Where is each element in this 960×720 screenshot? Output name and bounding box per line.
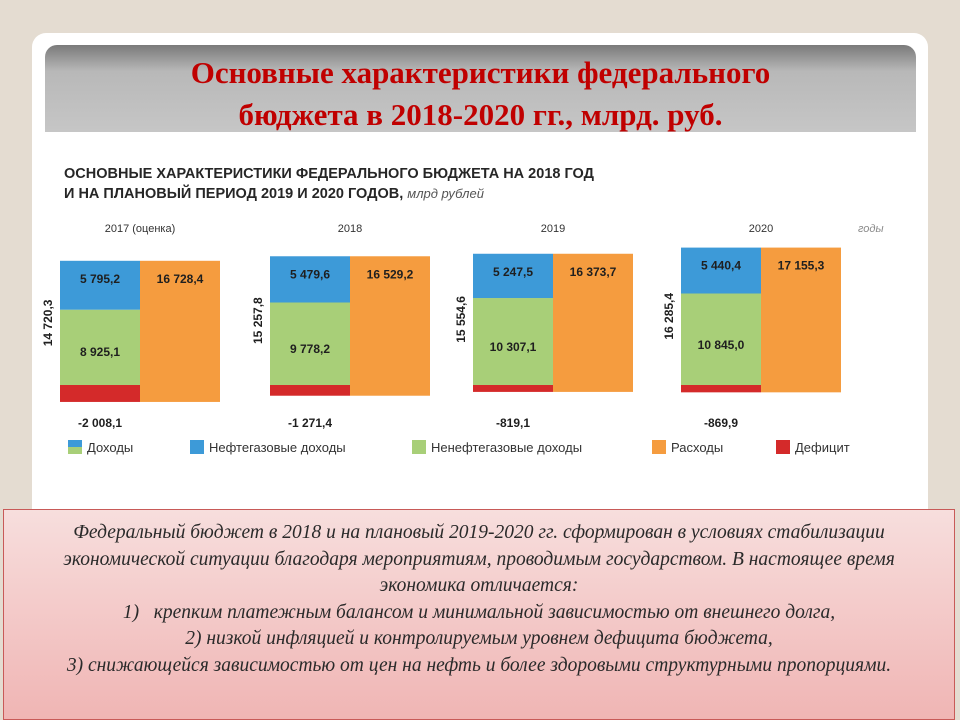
x-axis-unit-label: годы bbox=[858, 223, 884, 235]
value-label-nonoil-revenue: 9 778,2 bbox=[290, 342, 330, 356]
bar-nonoil-revenue bbox=[681, 293, 761, 385]
bar-nonoil-revenue bbox=[270, 302, 350, 385]
value-label-deficit: -2 008,1 bbox=[78, 416, 122, 430]
category-label: 2017 (оценка) bbox=[105, 223, 176, 235]
bar-oil-revenue bbox=[60, 260, 140, 310]
legend-label: Дефицит bbox=[795, 440, 850, 455]
summary-intro: Федеральный бюджет в 2018 и на плановый … bbox=[63, 522, 895, 596]
value-label-total-revenue: 15 554,6 bbox=[454, 296, 468, 343]
legend-label: Расходы bbox=[671, 440, 723, 455]
value-label-deficit: -1 271,4 bbox=[288, 416, 332, 430]
legend-label: Доходы bbox=[87, 440, 133, 455]
bar-expenditure bbox=[140, 260, 220, 402]
chart-heading-unit: млрд рублей bbox=[407, 186, 484, 201]
value-label-oil-revenue: 5 440,4 bbox=[701, 259, 741, 273]
bar-deficit bbox=[473, 385, 553, 392]
chart-heading-line2: И НА ПЛАНОВЫЙ ПЕРИОД 2019 И 2020 ГОДОВ, bbox=[64, 186, 404, 202]
chart-heading-line2-wrap: И НА ПЛАНОВЫЙ ПЕРИОД 2019 И 2020 ГОДОВ, … bbox=[64, 184, 704, 204]
value-label-expenditure: 17 155,3 bbox=[778, 259, 825, 273]
value-label-oil-revenue: 5 795,2 bbox=[80, 272, 120, 286]
bar-oil-revenue bbox=[473, 253, 553, 299]
value-label-oil-revenue: 5 247,5 bbox=[493, 265, 533, 279]
category-label: 2020 bbox=[749, 223, 773, 235]
summary-text-box: Федеральный бюджет в 2018 и на плановый … bbox=[3, 509, 955, 720]
value-label-nonoil-revenue: 10 307,1 bbox=[490, 340, 537, 354]
value-label-deficit: -869,9 bbox=[704, 416, 738, 430]
legend-swatch bbox=[652, 440, 666, 454]
value-label-total-revenue: 16 285,4 bbox=[662, 293, 676, 340]
legend-label: Ненефтегазовые доходы bbox=[431, 440, 582, 455]
summary-item-2: 2) низкой инфляцией и контролируемым уро… bbox=[185, 628, 773, 649]
slide-title: Основные характеристики федерального бюд… bbox=[45, 52, 916, 136]
bar-deficit bbox=[270, 385, 350, 396]
slide-title-line1: Основные характеристики федерального bbox=[190, 55, 771, 90]
bar-nonoil-revenue bbox=[60, 309, 140, 385]
legend-label: Нефтегазовые доходы bbox=[209, 440, 346, 455]
value-label-total-revenue: 14 720,3 bbox=[41, 299, 55, 346]
bar-deficit bbox=[60, 385, 140, 402]
chart-heading-line1: ОСНОВНЫЕ ХАРАКТЕРИСТИКИ ФЕДЕРАЛЬНОГО БЮД… bbox=[64, 166, 594, 182]
legend-swatch-revenue-bottom bbox=[68, 447, 82, 454]
summary-item-1-marker: 1) bbox=[122, 601, 140, 623]
value-label-deficit: -819,1 bbox=[496, 416, 530, 430]
category-label: 2018 bbox=[338, 223, 362, 235]
chart-heading: ОСНОВНЫЕ ХАРАКТЕРИСТИКИ ФЕДЕРАЛЬНОГО БЮД… bbox=[64, 164, 704, 204]
value-label-nonoil-revenue: 10 845,0 bbox=[698, 338, 745, 352]
bar-expenditure bbox=[761, 247, 841, 393]
bar-oil-revenue bbox=[681, 247, 761, 294]
bar-deficit bbox=[681, 385, 761, 393]
chart-area: ОСНОВНЫЕ ХАРАКТЕРИСТИКИ ФЕДЕРАЛЬНОГО БЮД… bbox=[41, 164, 884, 455]
value-label-expenditure: 16 373,7 bbox=[570, 265, 617, 279]
title-band bbox=[45, 45, 916, 132]
legend-swatch bbox=[776, 440, 790, 454]
value-label-expenditure: 16 529,2 bbox=[367, 267, 414, 281]
summary-item-1: 1) крепким платежным балансом и минималь… bbox=[34, 600, 924, 627]
value-label-total-revenue: 15 257,8 bbox=[251, 297, 265, 344]
chart-svg: 2017 (оценка) 5 795,2 8 925,1 16 728,4 -2 00… bbox=[41, 223, 884, 455]
category-label: 2019 bbox=[541, 223, 565, 235]
bar-oil-revenue bbox=[270, 256, 350, 303]
summary-item-3: 3) снижающейся зависимостью от цен на не… bbox=[66, 654, 892, 676]
value-label-nonoil-revenue: 8 925,1 bbox=[80, 345, 120, 359]
value-label-oil-revenue: 5 479,6 bbox=[290, 267, 330, 281]
bar-expenditure bbox=[553, 253, 633, 392]
bar-nonoil-revenue bbox=[473, 298, 553, 385]
value-label-expenditure: 16 728,4 bbox=[157, 272, 204, 286]
summary-item-1-text: крепким платежным балансом и минимальной… bbox=[153, 601, 836, 623]
bar-expenditure bbox=[350, 256, 430, 396]
legend-swatch bbox=[412, 440, 426, 454]
legend-swatch-revenue-top bbox=[68, 440, 82, 447]
legend-swatch bbox=[190, 440, 204, 454]
slide-title-line2: бюджета в 2018-2020 гг., млрд. руб. bbox=[238, 97, 723, 132]
